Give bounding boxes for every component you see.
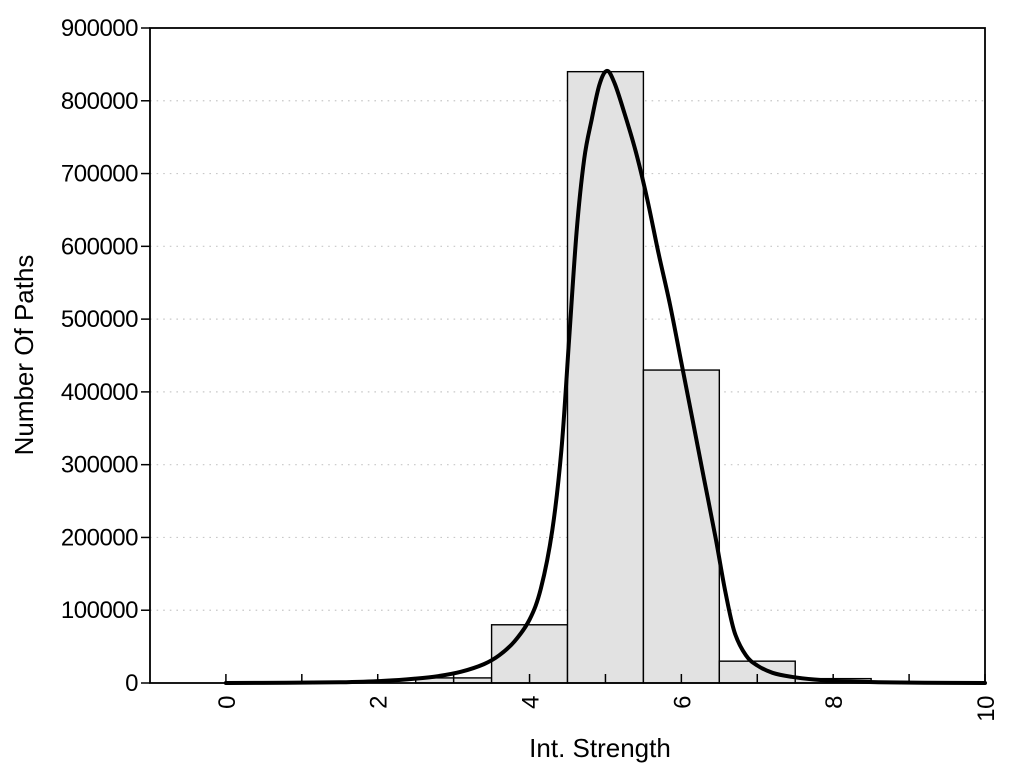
gridlines-layer	[150, 100, 985, 611]
y-tick-label: 500000	[61, 306, 138, 333]
y-tick-label: 700000	[61, 161, 138, 188]
y-axis-title: Number Of Paths	[9, 255, 39, 456]
y-tick-label: 200000	[61, 524, 138, 551]
histogram-bar	[642, 369, 721, 684]
x-tick-label: 6	[669, 696, 696, 709]
x-axis-title: Int. Strength	[529, 733, 671, 763]
x-tick-label: 8	[821, 696, 848, 709]
y-tick-label: 900000	[61, 15, 138, 42]
x-tick-label: 2	[366, 696, 393, 709]
x-tick-label: 0	[214, 696, 241, 709]
histogram-bar	[566, 70, 645, 684]
plot-box-layer	[149, 27, 986, 684]
tick-labels-layer: 0 2 4 6 8 10 0 100000 200000 300000 400000 500000 60…	[61, 15, 1000, 722]
x-tick-label: 4	[518, 696, 545, 709]
axis-ticks-layer	[141, 27, 986, 684]
y-tick-label: 400000	[61, 379, 138, 406]
x-tick-label: 10	[973, 696, 1000, 722]
y-tick-label: 100000	[61, 597, 138, 624]
y-tick-label: 800000	[61, 88, 138, 115]
plot-box	[149, 27, 986, 684]
density-curve	[223, 68, 987, 685]
y-tick-label: 0	[125, 670, 138, 697]
density-curve-layer	[223, 68, 987, 685]
y-tick-label: 300000	[61, 452, 138, 479]
y-tick-label: 600000	[61, 233, 138, 260]
histogram-bars-layer	[414, 70, 872, 684]
